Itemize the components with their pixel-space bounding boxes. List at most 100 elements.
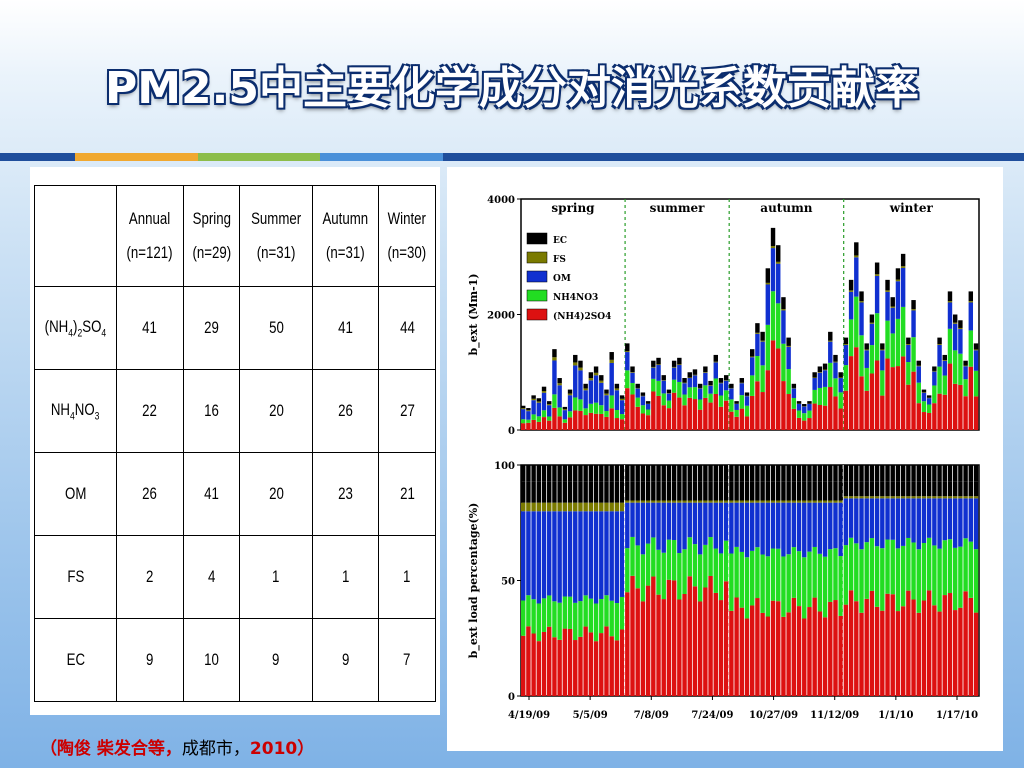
- bar-segment-nh42so4: [838, 408, 843, 430]
- percent-segment-nh42so4: [911, 599, 916, 696]
- percent-segment-nh4no3: [890, 539, 895, 595]
- percent-segment-top: [874, 465, 880, 482]
- percent-segment-nh42so4: [651, 576, 656, 696]
- percent-segment-om: [677, 502, 682, 554]
- percent-segment-om: [781, 502, 786, 557]
- bar-segment-fs: [625, 351, 630, 353]
- percent-segment-nh42so4: [723, 581, 729, 696]
- percent-segment-om: [697, 502, 703, 555]
- percent-segment-top: [854, 465, 859, 482]
- percent-segment-fs: [619, 502, 625, 512]
- extinction-chart: spring summer autumn winter 0 2000 4000 0 50 100 b…: [467, 195, 980, 721]
- percent-segment-ec: [562, 481, 568, 503]
- percent-segment-nh42so4: [557, 639, 562, 696]
- percent-segment-nh42so4: [906, 590, 911, 696]
- bar-segment-fs: [562, 409, 568, 411]
- bar-segment-nh42so4: [781, 381, 786, 430]
- bar-segment-om: [854, 257, 859, 297]
- percent-segment-top: [645, 465, 651, 482]
- percent-segment-om: [541, 511, 547, 599]
- bar-segment-ec: [583, 383, 588, 389]
- table-cell: 20: [239, 452, 313, 536]
- percent-segment-ec: [765, 481, 771, 501]
- bar-segment-fs: [541, 391, 547, 393]
- bar-segment-fs: [677, 364, 682, 366]
- bar-segment-nh4no3: [885, 320, 890, 359]
- bar-segment-nh4no3: [854, 296, 859, 348]
- percent-segment-nh42so4: [609, 636, 614, 696]
- percent-segment-nh4no3: [812, 546, 817, 598]
- percent-segment-fs: [640, 500, 646, 503]
- percent-segment-om: [817, 502, 823, 554]
- percent-segment-nh42so4: [625, 592, 630, 696]
- percent-segment-fs: [817, 500, 823, 503]
- percent-segment-ec: [588, 481, 594, 503]
- percent-segment-ec: [833, 481, 838, 501]
- bar-segment-om: [874, 275, 880, 314]
- bar-segment-om: [848, 291, 854, 320]
- bar-segment-om: [869, 323, 875, 346]
- bar-segment-fs: [812, 377, 817, 379]
- x-tick-label: 7/8/09: [634, 710, 669, 721]
- percent-segment-top: [791, 465, 797, 482]
- bar-segment-nh4no3: [812, 389, 817, 404]
- percent-segment-nh4no3: [661, 552, 666, 600]
- percent-segment-fs: [599, 502, 604, 512]
- percent-segment-top: [848, 465, 854, 482]
- bar-segment-ec: [833, 354, 838, 362]
- bar-segment-nh4no3: [947, 328, 953, 364]
- percent-segment-nh42so4: [854, 601, 859, 696]
- bar-segment-nh42so4: [713, 393, 718, 430]
- bar-segment-ec: [573, 354, 578, 363]
- bar-segment-ec: [645, 401, 651, 404]
- percent-segment-top: [651, 465, 656, 482]
- percent-segment-nh4no3: [916, 549, 921, 613]
- bar-segment-om: [744, 396, 750, 406]
- bottom-y-axis-label: b_ext load percentage(%): [467, 503, 481, 659]
- percent-segment-nh4no3: [552, 601, 557, 638]
- percent-segment-nh4no3: [843, 545, 849, 605]
- percent-segment-top: [958, 465, 963, 482]
- bar-segment-nh4no3: [848, 319, 854, 357]
- percent-segment-fs: [760, 500, 765, 503]
- percent-segment-ec: [687, 481, 692, 501]
- percent-segment-fs: [890, 496, 895, 499]
- percent-segment-ec: [682, 481, 687, 501]
- percent-segment-ec: [848, 481, 854, 497]
- bar-segment-om: [947, 302, 953, 329]
- bar-segment-om: [864, 350, 869, 368]
- row-label: (NH4)2SO4: [34, 286, 117, 370]
- bar-segment-ec: [682, 378, 687, 383]
- percent-segment-ec: [921, 481, 927, 497]
- bar-segment-om: [619, 400, 625, 415]
- bar-segment-nh42so4: [677, 397, 682, 430]
- percent-segment-nh42so4: [536, 641, 542, 696]
- bar-segment-fs: [911, 309, 916, 311]
- bar-segment-nh42so4: [916, 403, 921, 430]
- bar-segment-ec: [536, 398, 542, 402]
- percent-segment-om: [859, 498, 864, 550]
- percent-segment-top: [755, 465, 760, 482]
- bar-segment-nh4no3: [682, 394, 687, 406]
- percent-segment-nh4no3: [822, 556, 828, 618]
- percent-segment-om: [671, 502, 677, 541]
- bar-segment-nh42so4: [661, 405, 666, 430]
- bar-segment-fs: [536, 401, 542, 403]
- bar-segment-fs: [567, 393, 573, 396]
- percent-segment-ec: [677, 481, 682, 501]
- bar-segment-nh4no3: [697, 399, 703, 410]
- bar-segment-nh42so4: [734, 416, 739, 430]
- bar-segment-ec: [937, 337, 942, 345]
- percent-segment-top: [593, 465, 599, 482]
- percent-segment-top: [828, 465, 833, 482]
- bar-segment-ec: [630, 366, 635, 373]
- percent-segment-nh4no3: [937, 548, 942, 612]
- percent-segment-fs: [697, 500, 703, 503]
- bar-segment-om: [593, 375, 599, 403]
- percent-segment-ec: [739, 481, 745, 501]
- percent-segment-ec: [802, 481, 807, 501]
- bar-segment-om: [609, 362, 614, 396]
- bar-segment-fs: [651, 366, 656, 368]
- percent-segment-top: [723, 465, 729, 482]
- bar-segment-nh42so4: [958, 384, 963, 430]
